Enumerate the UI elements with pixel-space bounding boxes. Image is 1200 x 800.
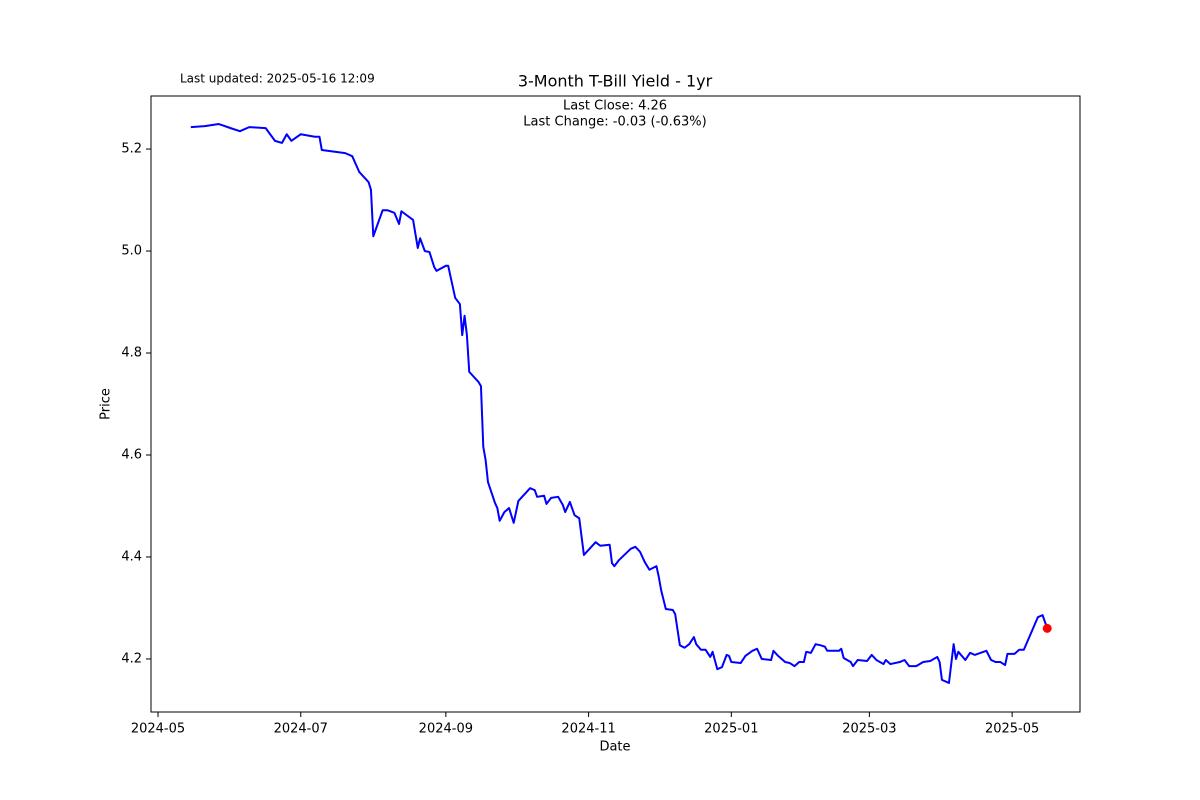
x-tick-label: 2024-11 (561, 722, 615, 737)
y-axis-label: Price (99, 388, 114, 420)
chart-title: 3-Month T-Bill Yield - 1yr (518, 72, 713, 91)
price-line (190, 123, 1049, 684)
y-tick-label: 5.2 (121, 142, 142, 157)
x-tick-label: 2025-01 (704, 722, 758, 737)
plot-frame (150, 95, 1081, 713)
x-tick-label: 2024-09 (419, 722, 473, 737)
x-axis-label: Date (599, 740, 630, 755)
y-tick-label: 4.8 (121, 346, 142, 361)
last-close-marker (1042, 623, 1052, 633)
x-tick-label: 2024-07 (274, 722, 328, 737)
y-tick-label: 4.6 (121, 447, 142, 462)
last-updated: Last updated: 2025-05-16 12:09 (180, 72, 375, 86)
x-tick-label: 2024-05 (131, 722, 185, 737)
x-tick-label: 2025-05 (985, 722, 1039, 737)
x-tick-label: 2025-03 (842, 722, 896, 737)
annotation: Last Close: 4.26 (563, 99, 667, 114)
y-tick-label: 4.2 (121, 651, 142, 666)
y-tick-label: 4.4 (121, 549, 142, 564)
annotation: Last Change: -0.03 (-0.63%) (523, 115, 706, 130)
y-tick-label: 5.0 (121, 244, 142, 259)
